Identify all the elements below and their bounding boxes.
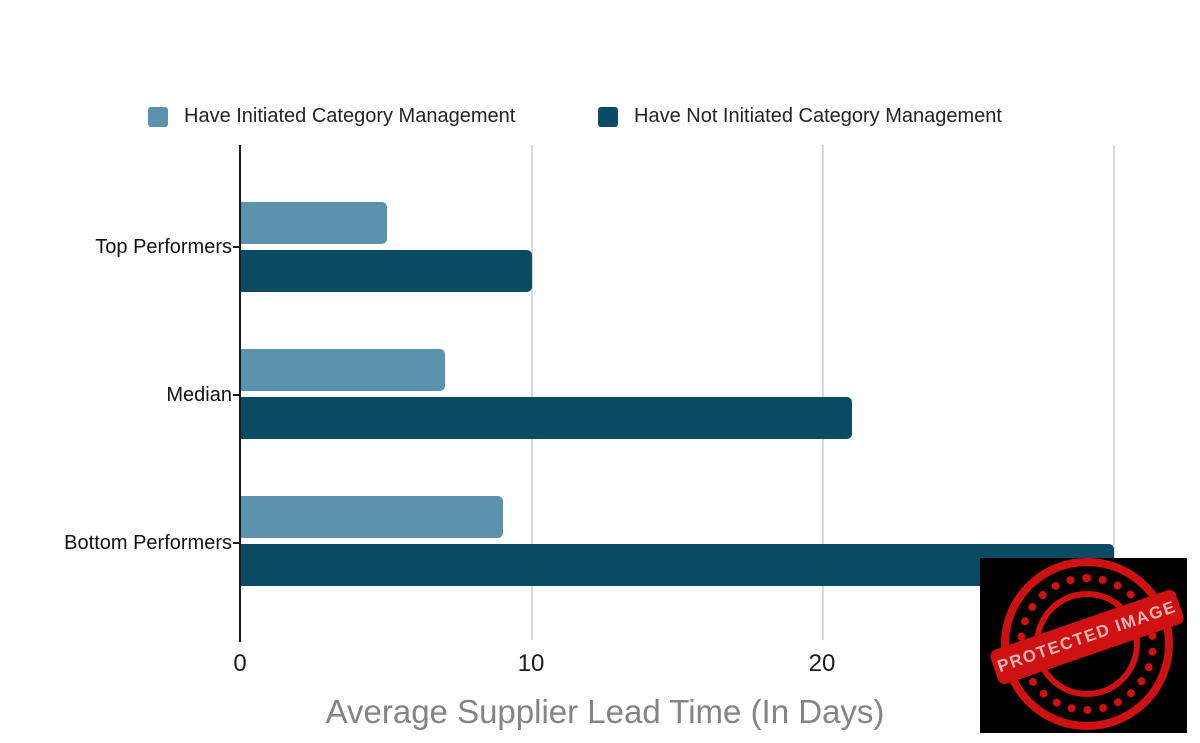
category-tick: [233, 246, 240, 248]
bar-initiated: [241, 349, 445, 391]
bar-initiated: [241, 202, 387, 244]
legend-item-label: Have Not Initiated Category Management: [634, 105, 1002, 127]
stamp-outer-ring: [1001, 558, 1173, 730]
legend-item: Have Not Initiated Category Management: [598, 105, 1002, 128]
x-tick-label: 0: [233, 650, 247, 677]
gridline: [822, 145, 824, 640]
y-axis-line: [239, 145, 241, 642]
category-label: Median: [166, 384, 232, 406]
bar-initiated: [241, 496, 503, 538]
legend-swatch-icon: [148, 106, 168, 127]
gridline: [1113, 145, 1115, 640]
category-label: Top Performers: [95, 236, 232, 258]
legend-item-label: Have Initiated Category Management: [184, 105, 516, 127]
category-tick: [233, 394, 240, 396]
bar-not-initiated: [241, 250, 532, 292]
x-axis-title: Average Supplier Lead Time (In Days): [325, 693, 885, 730]
category-label: Bottom Performers: [64, 532, 232, 554]
bar-not-initiated: [241, 397, 852, 439]
legend-swatch-icon: [598, 106, 618, 127]
bar-not-initiated: [241, 544, 1114, 586]
gridline: [531, 145, 533, 640]
legend-item: Have Initiated Category Management: [148, 105, 515, 128]
x-tick-label: 10: [517, 650, 545, 677]
category-tick: [233, 542, 240, 544]
x-tick-label: 20: [808, 650, 836, 677]
